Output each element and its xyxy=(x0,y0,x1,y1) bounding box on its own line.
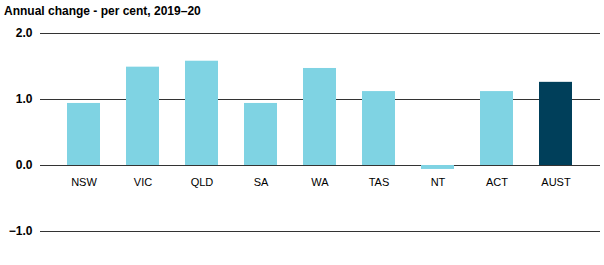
svg-text:WA: WA xyxy=(311,176,329,188)
svg-text:2.0: 2.0 xyxy=(16,26,33,40)
svg-text:0.0: 0.0 xyxy=(16,158,33,172)
svg-text:AUST: AUST xyxy=(541,176,571,188)
svg-text:QLD: QLD xyxy=(191,176,214,188)
svg-text:−1.0: −1.0 xyxy=(9,224,33,238)
svg-text:ACT: ACT xyxy=(486,176,508,188)
svg-text:SA: SA xyxy=(254,176,269,188)
svg-text:1.0: 1.0 xyxy=(16,92,33,106)
svg-text:NSW: NSW xyxy=(71,176,97,188)
svg-text:VIC: VIC xyxy=(134,176,152,188)
html-text:Annual change - per cent, 2019: Annual change - per cent, 2019–20 xyxy=(4,4,201,18)
svg-text:TAS: TAS xyxy=(369,176,390,188)
svg-text:NT: NT xyxy=(431,176,446,188)
